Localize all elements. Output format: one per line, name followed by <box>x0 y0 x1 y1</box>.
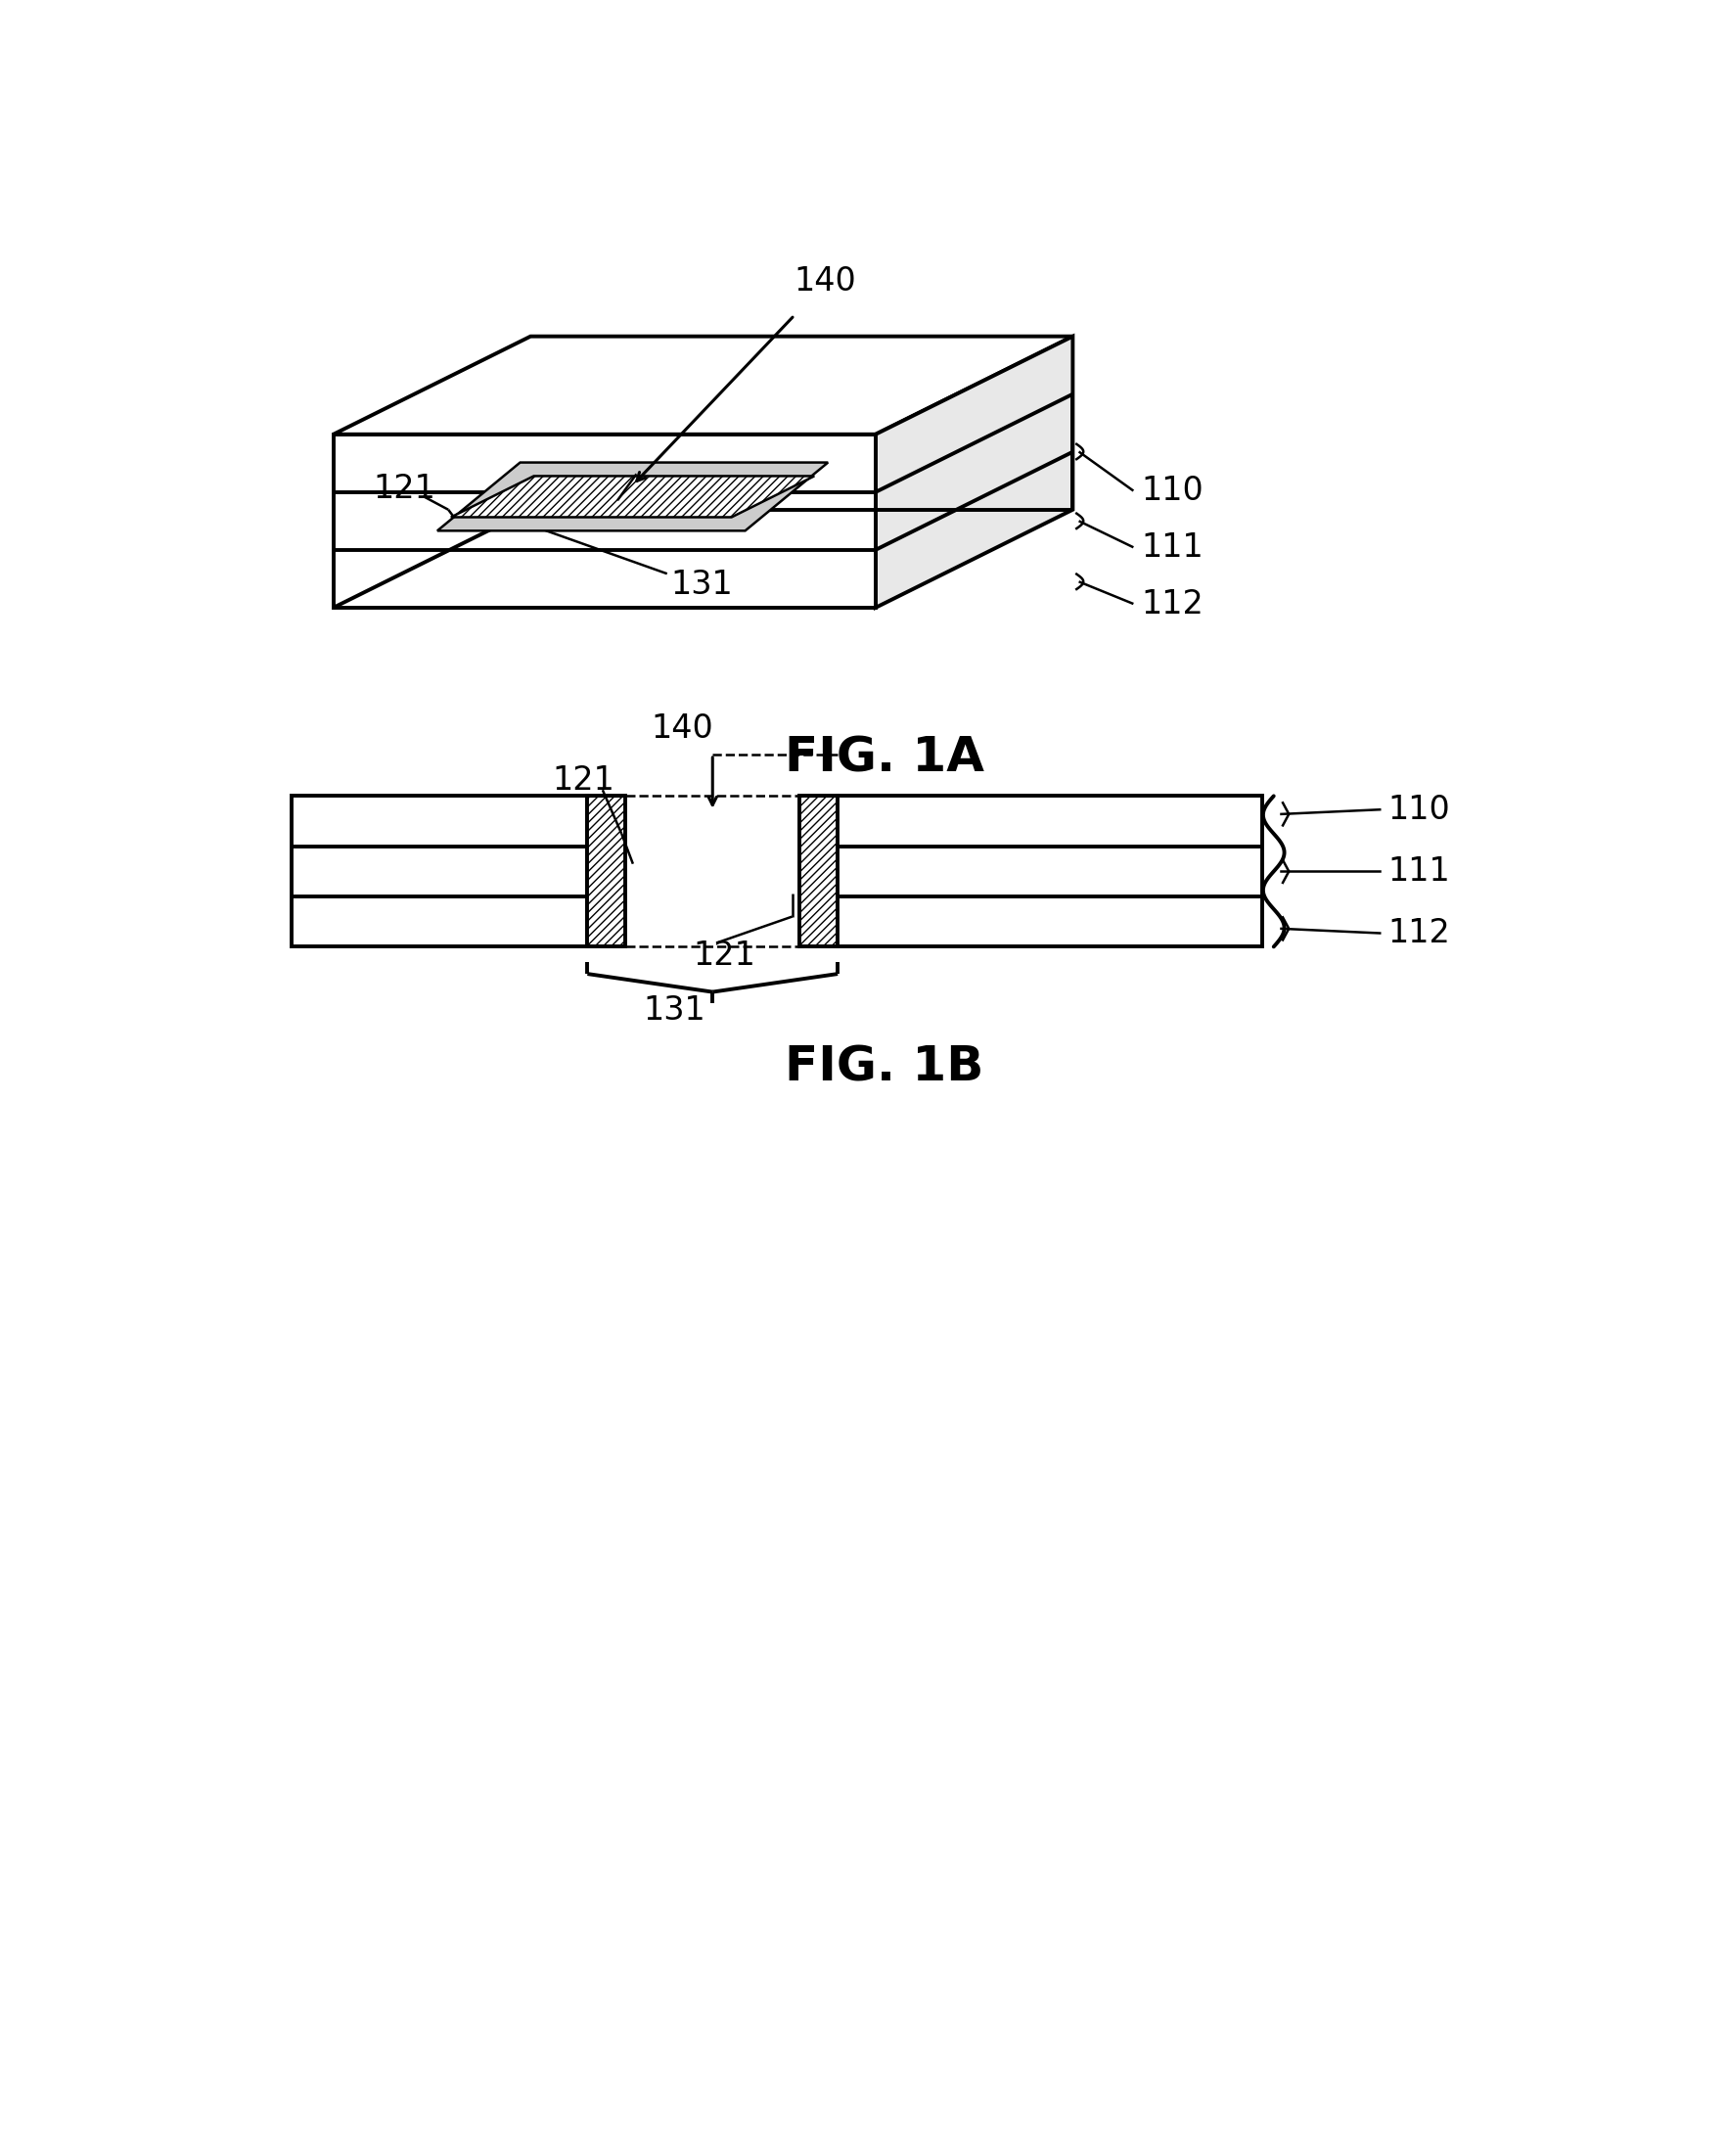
Text: 121: 121 <box>552 765 614 798</box>
Text: 110: 110 <box>1386 793 1450 826</box>
Polygon shape <box>450 476 815 517</box>
Polygon shape <box>292 796 587 946</box>
Text: FIG. 1A: FIG. 1A <box>784 735 984 783</box>
Text: 121: 121 <box>692 940 754 972</box>
Text: FIG. 1B: FIG. 1B <box>785 1044 984 1091</box>
Text: 111: 111 <box>1386 856 1450 888</box>
Text: 111: 111 <box>1141 530 1203 563</box>
Text: 140: 140 <box>794 265 856 298</box>
Text: 140: 140 <box>651 711 713 744</box>
Text: 121: 121 <box>373 472 435 505</box>
Polygon shape <box>333 433 875 608</box>
Text: 131: 131 <box>670 569 734 602</box>
Polygon shape <box>799 796 837 946</box>
Text: 121: 121 <box>692 476 754 509</box>
Polygon shape <box>437 464 827 530</box>
Text: 112: 112 <box>1141 589 1203 621</box>
Text: 131: 131 <box>644 994 706 1026</box>
Polygon shape <box>333 336 1072 433</box>
Text: 110: 110 <box>1141 474 1203 507</box>
Text: 112: 112 <box>1386 916 1450 949</box>
Polygon shape <box>587 796 625 946</box>
Polygon shape <box>837 796 1262 946</box>
Polygon shape <box>875 336 1072 608</box>
